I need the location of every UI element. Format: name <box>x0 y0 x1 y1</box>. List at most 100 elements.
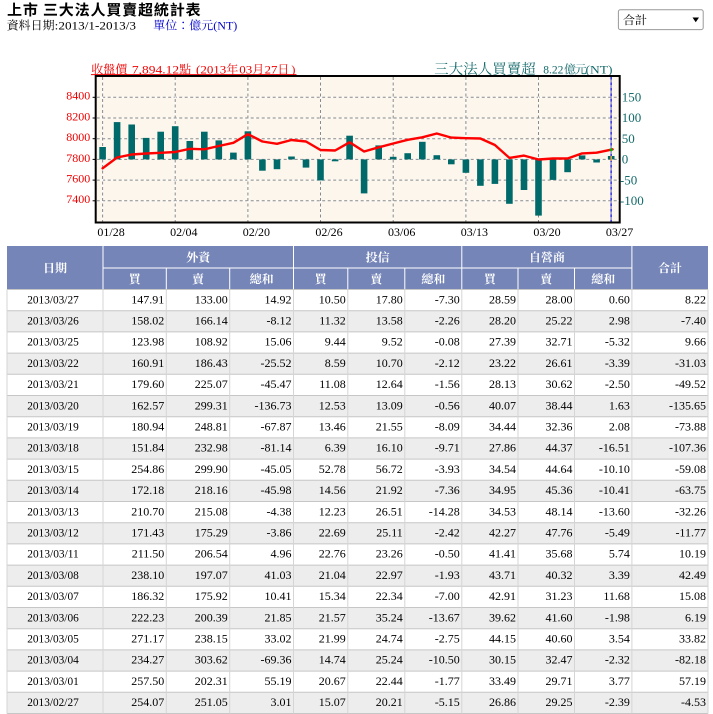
svg-text:12.23: 12.23 <box>319 504 346 518</box>
svg-text:-14.28: -14.28 <box>429 504 460 518</box>
svg-text:-25.52: -25.52 <box>261 356 292 370</box>
svg-text:21.92: 21.92 <box>376 483 403 497</box>
svg-text:3.39: 3.39 <box>609 568 630 582</box>
svg-text:299.31: 299.31 <box>195 398 228 412</box>
svg-text:28.13: 28.13 <box>489 377 516 391</box>
svg-text:299.90: 299.90 <box>195 462 228 476</box>
svg-text:-2.42: -2.42 <box>435 526 460 540</box>
svg-text:10.70: 10.70 <box>376 356 403 370</box>
svg-text:0: 0 <box>622 152 629 167</box>
svg-text:215.08: 215.08 <box>195 504 228 518</box>
svg-text:-0.08: -0.08 <box>435 335 460 349</box>
svg-text:23.26: 23.26 <box>376 547 403 561</box>
svg-text:03/27: 03/27 <box>606 225 633 239</box>
svg-text:29.25: 29.25 <box>546 695 573 709</box>
svg-text:-2.50: -2.50 <box>605 377 630 391</box>
svg-text:1.63: 1.63 <box>609 398 630 412</box>
svg-text:158.02: 158.02 <box>131 314 164 328</box>
svg-text:-5.15: -5.15 <box>435 695 460 709</box>
svg-text:2013/03/14: 2013/03/14 <box>27 483 79 497</box>
svg-text:100: 100 <box>622 110 642 125</box>
svg-text:-136.73: -136.73 <box>255 398 292 412</box>
svg-text:2013/03/20: 2013/03/20 <box>27 398 79 412</box>
svg-text:-13.67: -13.67 <box>429 610 460 624</box>
svg-text:32.71: 32.71 <box>546 335 573 349</box>
svg-text:25.22: 25.22 <box>546 314 573 328</box>
svg-text:2013/03/04: 2013/03/04 <box>27 653 79 667</box>
svg-text:2013/03/13: 2013/03/13 <box>27 504 79 518</box>
svg-text:-63.75: -63.75 <box>675 483 706 497</box>
svg-text:8.22: 8.22 <box>685 292 706 306</box>
svg-text:25.11: 25.11 <box>376 526 403 540</box>
svg-text:42.91: 42.91 <box>489 589 516 603</box>
svg-text:11.08: 11.08 <box>319 377 346 391</box>
svg-text:-3.39: -3.39 <box>605 356 630 370</box>
svg-text:257.50: 257.50 <box>131 674 164 688</box>
svg-text:(NT): (NT) <box>586 63 613 77</box>
svg-text:01/28: 01/28 <box>97 225 124 239</box>
svg-text:26.86: 26.86 <box>489 695 516 709</box>
svg-text:-59.08: -59.08 <box>675 462 706 476</box>
svg-text:2.98: 2.98 <box>609 314 630 328</box>
svg-text:-13.60: -13.60 <box>599 504 630 518</box>
svg-text:-2.75: -2.75 <box>435 632 460 646</box>
svg-text:-3.86: -3.86 <box>267 526 292 540</box>
svg-text:32.47: 32.47 <box>546 653 573 667</box>
svg-text:-8.09: -8.09 <box>435 420 460 434</box>
svg-text:14.74: 14.74 <box>319 653 346 667</box>
svg-text:41.60: 41.60 <box>546 610 573 624</box>
svg-text:42.27: 42.27 <box>489 526 516 540</box>
svg-text:3.77: 3.77 <box>609 674 630 688</box>
svg-text:8.59: 8.59 <box>325 356 346 370</box>
svg-text:-10.50: -10.50 <box>429 653 460 667</box>
svg-text:17.80: 17.80 <box>376 292 403 306</box>
svg-text:186.32: 186.32 <box>131 589 164 603</box>
svg-text:56.72: 56.72 <box>376 462 403 476</box>
svg-text:9.44: 9.44 <box>325 335 346 349</box>
svg-text:232.98: 232.98 <box>195 441 228 455</box>
svg-text:303.62: 303.62 <box>195 653 228 667</box>
svg-text:02/04: 02/04 <box>170 225 197 239</box>
svg-text:2013/03/27: 2013/03/27 <box>27 292 79 306</box>
svg-text:27.39: 27.39 <box>489 335 516 349</box>
svg-text:): ) <box>291 63 295 77</box>
svg-text:-5.32: -5.32 <box>605 335 630 349</box>
svg-text:3.54: 3.54 <box>609 632 630 646</box>
svg-text:22.69: 22.69 <box>319 526 346 540</box>
svg-text:21.04: 21.04 <box>319 568 346 582</box>
svg-text:175.29: 175.29 <box>195 526 228 540</box>
svg-text:(NT): (NT) <box>213 19 237 33</box>
svg-text:162.57: 162.57 <box>131 398 164 412</box>
svg-text:2013/03/01: 2013/03/01 <box>27 674 79 688</box>
svg-text:13.46: 13.46 <box>319 420 346 434</box>
svg-text:13.58: 13.58 <box>376 314 403 328</box>
svg-text:6.39: 6.39 <box>325 441 346 455</box>
svg-text:197.07: 197.07 <box>195 568 228 582</box>
svg-text:-45.05: -45.05 <box>261 462 292 476</box>
svg-text:-69.36: -69.36 <box>261 653 292 667</box>
svg-text:-73.88: -73.88 <box>675 420 706 434</box>
svg-text:10.19: 10.19 <box>679 547 706 561</box>
svg-text:2013/02/27: 2013/02/27 <box>27 695 79 709</box>
svg-text:23.22: 23.22 <box>489 356 516 370</box>
svg-text:3.01: 3.01 <box>271 695 292 709</box>
svg-text:7,894.12: 7,894.12 <box>132 63 179 77</box>
svg-text:32.36: 32.36 <box>546 420 573 434</box>
svg-text:9.52: 9.52 <box>382 335 403 349</box>
svg-text:218.16: 218.16 <box>195 483 228 497</box>
svg-text:-8.12: -8.12 <box>267 314 292 328</box>
svg-text:-135.65: -135.65 <box>669 398 706 412</box>
svg-text:11.68: 11.68 <box>603 589 630 603</box>
svg-text:2013/03/06: 2013/03/06 <box>27 610 79 624</box>
svg-text:234.27: 234.27 <box>131 653 164 667</box>
svg-text:-3.93: -3.93 <box>435 462 460 476</box>
svg-text:-45.47: -45.47 <box>261 377 292 391</box>
svg-text:211.50: 211.50 <box>132 547 165 561</box>
svg-text:2013/03/12: 2013/03/12 <box>27 526 79 540</box>
svg-text:41.41: 41.41 <box>489 547 516 561</box>
svg-text:2013/03/15: 2013/03/15 <box>27 462 79 476</box>
svg-text:7400: 7400 <box>66 192 90 206</box>
svg-text:210.70: 210.70 <box>131 504 164 518</box>
svg-text:27: 27 <box>265 63 278 77</box>
svg-text:108.92: 108.92 <box>195 335 228 349</box>
